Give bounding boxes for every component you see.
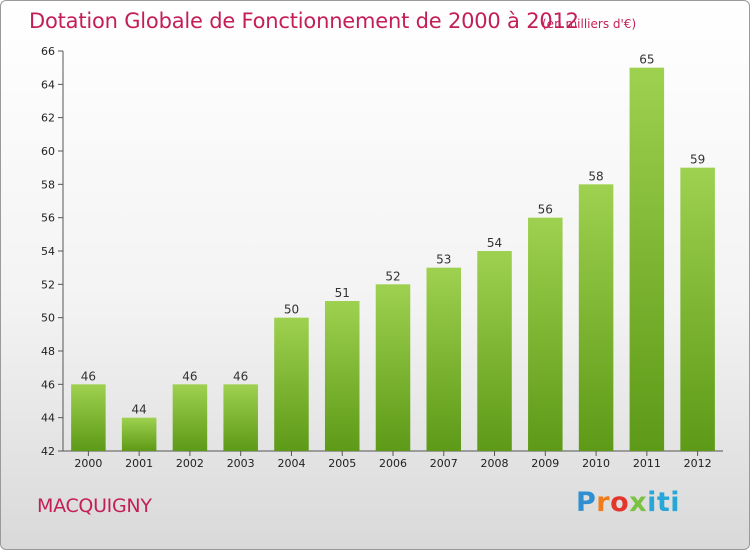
commune-name: MACQUIGNY bbox=[37, 495, 152, 517]
bar-2002 bbox=[172, 384, 208, 451]
value-label: 50 bbox=[284, 303, 299, 317]
bar-2008 bbox=[477, 251, 512, 451]
y-tick-label: 62 bbox=[41, 112, 55, 125]
x-tick-label: 2006 bbox=[379, 457, 407, 470]
y-tick-label: 58 bbox=[41, 178, 55, 191]
y-tick-label: 64 bbox=[41, 78, 55, 91]
y-tick-label: 56 bbox=[41, 212, 55, 225]
bar-2012 bbox=[680, 167, 715, 451]
x-tick-label: 2012 bbox=[684, 457, 712, 470]
y-tick-label: 46 bbox=[41, 378, 55, 391]
value-label: 44 bbox=[132, 403, 147, 417]
proxiti-logo: Proxiti bbox=[576, 487, 681, 518]
bar-2001 bbox=[121, 417, 157, 451]
x-tick-label: 2011 bbox=[633, 457, 661, 470]
x-tick-label: 2008 bbox=[481, 457, 509, 470]
x-tick-label: 2004 bbox=[277, 457, 305, 470]
x-tick-label: 2003 bbox=[227, 457, 255, 470]
value-label: 54 bbox=[487, 236, 502, 250]
x-tick-label: 2001 bbox=[125, 457, 153, 470]
y-tick-label: 44 bbox=[41, 412, 55, 425]
value-label: 52 bbox=[385, 269, 400, 283]
value-label: 46 bbox=[81, 369, 96, 383]
value-label: 51 bbox=[335, 286, 350, 300]
y-tick-label: 54 bbox=[41, 245, 55, 258]
bar-2000 bbox=[71, 384, 106, 451]
chart-title: Dotation Globale de Fonctionnement de 20… bbox=[29, 9, 579, 33]
bar-2004 bbox=[274, 317, 309, 451]
value-label: 65 bbox=[639, 53, 654, 67]
value-label: 59 bbox=[690, 153, 705, 167]
y-tick-label: 66 bbox=[41, 45, 55, 58]
value-label: 58 bbox=[588, 169, 603, 183]
bar-2003 bbox=[223, 384, 258, 451]
chart-axes: 42 44 46 48 50 52 54 56 58 60 62 64 66 2000 2001 2002 20… bbox=[41, 45, 723, 470]
bar-2006 bbox=[375, 284, 411, 451]
chart-subtitle: (en milliers d'€) bbox=[542, 17, 637, 31]
value-label: 56 bbox=[538, 203, 553, 217]
x-tick-label: 2002 bbox=[176, 457, 204, 470]
bar-2009 bbox=[528, 217, 563, 451]
bar-2011 bbox=[629, 67, 665, 452]
y-tick-label: 52 bbox=[41, 278, 55, 291]
x-tick-label: 2010 bbox=[582, 457, 610, 470]
y-tick-label: 42 bbox=[41, 445, 55, 458]
value-label: 46 bbox=[233, 369, 248, 383]
x-tick-label: 2009 bbox=[531, 457, 559, 470]
bar-2010 bbox=[578, 184, 614, 452]
value-label: 53 bbox=[436, 253, 451, 267]
bar-2005 bbox=[324, 301, 360, 451]
y-tick-label: 50 bbox=[41, 312, 55, 325]
y-tick-label: 60 bbox=[41, 145, 55, 158]
x-tick-label: 2007 bbox=[430, 457, 458, 470]
x-tick-label: 2000 bbox=[74, 457, 102, 470]
y-tick-label: 48 bbox=[41, 345, 55, 358]
bar-2007 bbox=[426, 267, 462, 451]
value-label: 46 bbox=[182, 369, 197, 383]
chart-bars: 46 44 46 46 50 51 52 53 54 56 58 65 59 bbox=[71, 53, 715, 452]
x-tick-label: 2005 bbox=[328, 457, 356, 470]
